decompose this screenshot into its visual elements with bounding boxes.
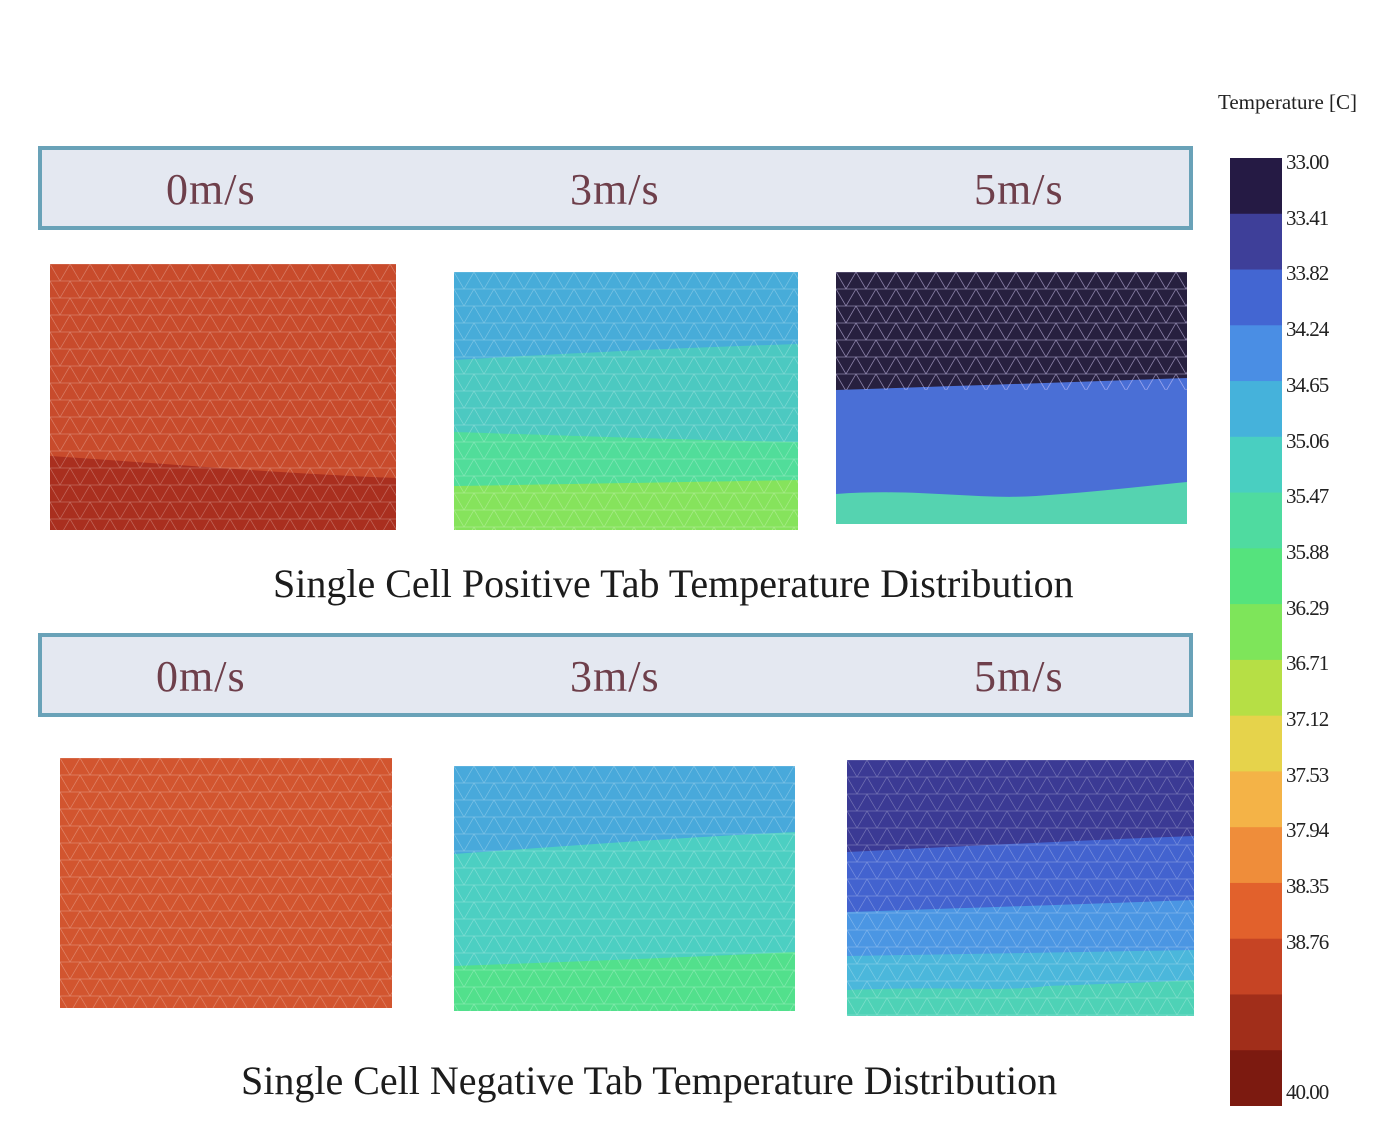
negative-tab-0ms-svg bbox=[60, 758, 392, 1008]
colorbar-tick-label: 36.29 bbox=[1286, 595, 1329, 620]
colorbar-segment bbox=[1230, 436, 1282, 494]
speed-label-5: 5m/s bbox=[974, 165, 1064, 214]
mesh-overlay bbox=[836, 272, 1187, 390]
colorbar-segment bbox=[1230, 158, 1282, 215]
colorbar-tick-label: 38.35 bbox=[1286, 874, 1329, 899]
speed-label-0: 0m/s bbox=[166, 165, 256, 214]
positive-tab-5ms-svg bbox=[836, 272, 1187, 524]
speed-label-3: 3m/s bbox=[570, 652, 660, 701]
temperature-colorbar bbox=[1230, 158, 1282, 1106]
speed-label-5: 5m/s bbox=[974, 652, 1064, 701]
negative-tab-3ms-plot bbox=[454, 766, 795, 1011]
negative-tab-3ms-svg bbox=[454, 766, 795, 1011]
colorbar-segment bbox=[1230, 381, 1282, 438]
colorbar-tick-label: 38.76 bbox=[1286, 929, 1329, 954]
negative-tab-5ms-plot bbox=[847, 760, 1194, 1016]
colorbar-segment bbox=[1230, 994, 1282, 1051]
colorbar-tick-label: 37.94 bbox=[1286, 818, 1329, 843]
mesh-overlay bbox=[847, 760, 1194, 1016]
band-2 bbox=[836, 378, 1187, 524]
colorbar-segment bbox=[1230, 771, 1282, 828]
mesh-overlay bbox=[454, 766, 795, 1011]
speed-banner-bottom: 0m/s 3m/s 5m/s bbox=[38, 633, 1193, 717]
colorbar-tick-label: 37.12 bbox=[1286, 707, 1329, 731]
colorbar-segment bbox=[1230, 827, 1282, 884]
colorbar-tick-label: 33.00 bbox=[1286, 150, 1329, 174]
positive-tab-0ms-svg bbox=[50, 264, 396, 530]
positive-tab-3ms-plot bbox=[454, 272, 798, 530]
colorbar-segment bbox=[1230, 325, 1282, 382]
colorbar-segment bbox=[1230, 213, 1282, 271]
colorbar-tick-label: 36.71 bbox=[1286, 651, 1329, 676]
colorbar-title: Temperature [C] bbox=[1218, 90, 1358, 114]
negative-tab-caption: Single Cell Negative Tab Temperature Dis… bbox=[241, 1058, 1058, 1103]
band-3 bbox=[836, 482, 1187, 524]
speed-label-3: 3m/s bbox=[570, 165, 660, 214]
colorbar-segment bbox=[1230, 1050, 1282, 1106]
negative-tab-5ms-svg bbox=[847, 760, 1194, 1016]
negative-tab-0ms-plot bbox=[60, 758, 392, 1008]
speed-label-0: 0m/s bbox=[156, 652, 246, 701]
colorbar-svg bbox=[1230, 158, 1282, 1106]
positive-tab-3ms-svg bbox=[454, 272, 798, 530]
mesh-overlay bbox=[50, 264, 396, 530]
colorbar-segment bbox=[1230, 269, 1282, 326]
mesh-overlay bbox=[454, 272, 798, 530]
colorbar-tick-label: 35.47 bbox=[1286, 484, 1329, 509]
colorbar-segment bbox=[1230, 604, 1282, 661]
colorbar-tick-label: 34.65 bbox=[1286, 372, 1329, 397]
colorbar-tick-label: 33.41 bbox=[1286, 205, 1329, 230]
colorbar-tick-label: 35.88 bbox=[1286, 539, 1329, 564]
colorbar-tick-label: 33.82 bbox=[1286, 261, 1329, 286]
colorbar-segment bbox=[1230, 492, 1282, 549]
positive-tab-caption: Single Cell Positive Tab Temperature Dis… bbox=[273, 561, 1074, 606]
colorbar-segment bbox=[1230, 659, 1282, 717]
positive-tab-0ms-plot bbox=[50, 264, 396, 530]
colorbar-segment bbox=[1230, 882, 1282, 940]
colorbar-segment bbox=[1230, 715, 1282, 773]
colorbar-segment bbox=[1230, 938, 1282, 996]
colorbar-tick-label: 35.06 bbox=[1286, 428, 1329, 453]
colorbar-tick-label: 34.24 bbox=[1286, 317, 1329, 342]
colorbar-tick-label: 37.53 bbox=[1286, 762, 1329, 787]
positive-tab-5ms-plot bbox=[836, 272, 1187, 524]
colorbar-segment bbox=[1230, 548, 1282, 605]
mesh-overlay bbox=[60, 758, 392, 1008]
colorbar-tick-label: 40.00 bbox=[1286, 1080, 1329, 1104]
speed-banner-top: 0m/s 3m/s 5m/s bbox=[38, 146, 1193, 230]
